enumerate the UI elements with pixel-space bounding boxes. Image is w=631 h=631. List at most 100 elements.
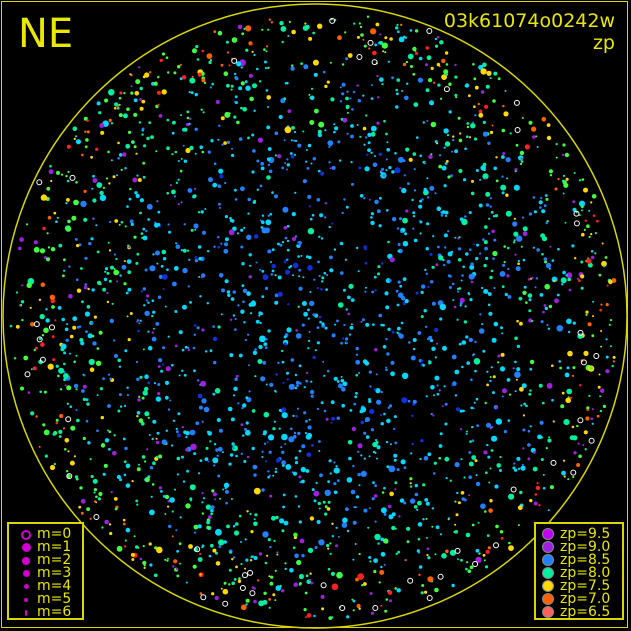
- star-marker: [147, 345, 153, 351]
- star-marker: [273, 420, 276, 423]
- star-marker: [402, 62, 407, 67]
- star-marker: [581, 178, 585, 181]
- star-marker: [452, 135, 455, 138]
- star-marker: [73, 383, 79, 389]
- star-marker: [151, 483, 155, 486]
- star-marker: [35, 346, 38, 350]
- star-marker: [436, 62, 441, 67]
- star-marker: [312, 31, 316, 35]
- star-marker: [591, 408, 594, 411]
- star-marker: [394, 488, 397, 491]
- star-marker: [61, 317, 65, 322]
- zp-legend-row: zp=8.5: [536, 553, 622, 567]
- star-marker: [368, 507, 371, 510]
- star-marker: [136, 503, 139, 506]
- magnitude-symbol-icon: [23, 584, 29, 589]
- star-marker: [345, 96, 349, 101]
- star-marker: [138, 395, 141, 398]
- star-marker: [472, 121, 475, 124]
- star-marker: [302, 25, 309, 31]
- star-marker: [470, 191, 475, 196]
- star-marker: [590, 201, 593, 204]
- star-marker: [376, 96, 380, 99]
- star-marker: [253, 556, 258, 560]
- star-marker: [142, 348, 145, 351]
- star-marker: [197, 245, 202, 249]
- star-marker: [452, 138, 455, 142]
- star-marker: [522, 258, 526, 262]
- star-marker: [517, 505, 523, 511]
- star-marker: [139, 211, 142, 215]
- star-marker: [338, 383, 343, 389]
- magnitude-legend-row: m=5: [9, 592, 82, 606]
- star-marker: [533, 210, 538, 214]
- star-marker: [352, 599, 356, 603]
- star-marker: [83, 374, 86, 377]
- star-marker: [538, 383, 543, 388]
- star-marker: [216, 454, 219, 457]
- star-marker: [311, 213, 315, 217]
- star-marker: [434, 356, 437, 359]
- star-marker: [263, 342, 268, 346]
- star-marker: [307, 228, 315, 235]
- star-marker: [190, 91, 194, 95]
- star-marker: [294, 235, 298, 238]
- star-marker: [181, 348, 185, 352]
- star-marker: [444, 422, 448, 426]
- star-marker: [503, 245, 507, 248]
- star-marker: [506, 378, 511, 382]
- star-marker: [187, 188, 193, 193]
- star-marker: [428, 335, 433, 340]
- star-marker: [368, 47, 371, 50]
- star-marker: [247, 136, 250, 140]
- star-marker: [331, 522, 334, 525]
- star-marker: [376, 74, 379, 78]
- star-marker: [196, 379, 200, 382]
- star-marker: [217, 474, 221, 478]
- star-marker: [421, 359, 424, 362]
- star-marker: [321, 322, 325, 326]
- star-marker: [514, 360, 517, 364]
- star-marker: [324, 505, 328, 509]
- star-marker: [323, 409, 327, 413]
- star-marker: [137, 178, 142, 182]
- bright-star-ring: [239, 585, 246, 591]
- star-marker: [110, 265, 114, 270]
- star-marker: [144, 411, 150, 417]
- star-marker: [130, 222, 134, 226]
- star-marker: [173, 266, 179, 271]
- star-marker: [232, 556, 236, 559]
- star-marker: [74, 238, 78, 241]
- star-marker: [86, 402, 90, 406]
- star-marker: [524, 144, 531, 150]
- star-marker: [185, 581, 188, 584]
- star-marker: [258, 311, 262, 315]
- star-marker: [136, 174, 139, 177]
- star-marker: [461, 365, 464, 369]
- star-marker: [539, 206, 542, 209]
- star-marker: [294, 191, 297, 194]
- star-marker: [431, 265, 435, 269]
- star-marker: [471, 425, 474, 429]
- star-marker: [112, 175, 116, 179]
- star-marker: [285, 464, 292, 470]
- bright-star-ring: [222, 600, 229, 607]
- star-marker: [143, 144, 147, 148]
- star-marker: [329, 268, 334, 273]
- star-marker: [202, 497, 206, 500]
- star-marker: [290, 66, 295, 71]
- star-marker: [372, 481, 375, 484]
- star-marker: [52, 358, 56, 362]
- star-marker: [116, 105, 119, 108]
- star-marker: [202, 230, 206, 235]
- star-marker: [213, 360, 217, 365]
- star-marker: [414, 492, 419, 497]
- star-marker: [479, 252, 482, 255]
- star-marker: [268, 575, 271, 578]
- star-marker: [232, 394, 236, 397]
- star-marker: [394, 587, 397, 590]
- star-marker: [295, 329, 298, 332]
- star-marker: [307, 425, 312, 430]
- star-marker: [124, 446, 128, 451]
- star-marker: [542, 486, 546, 490]
